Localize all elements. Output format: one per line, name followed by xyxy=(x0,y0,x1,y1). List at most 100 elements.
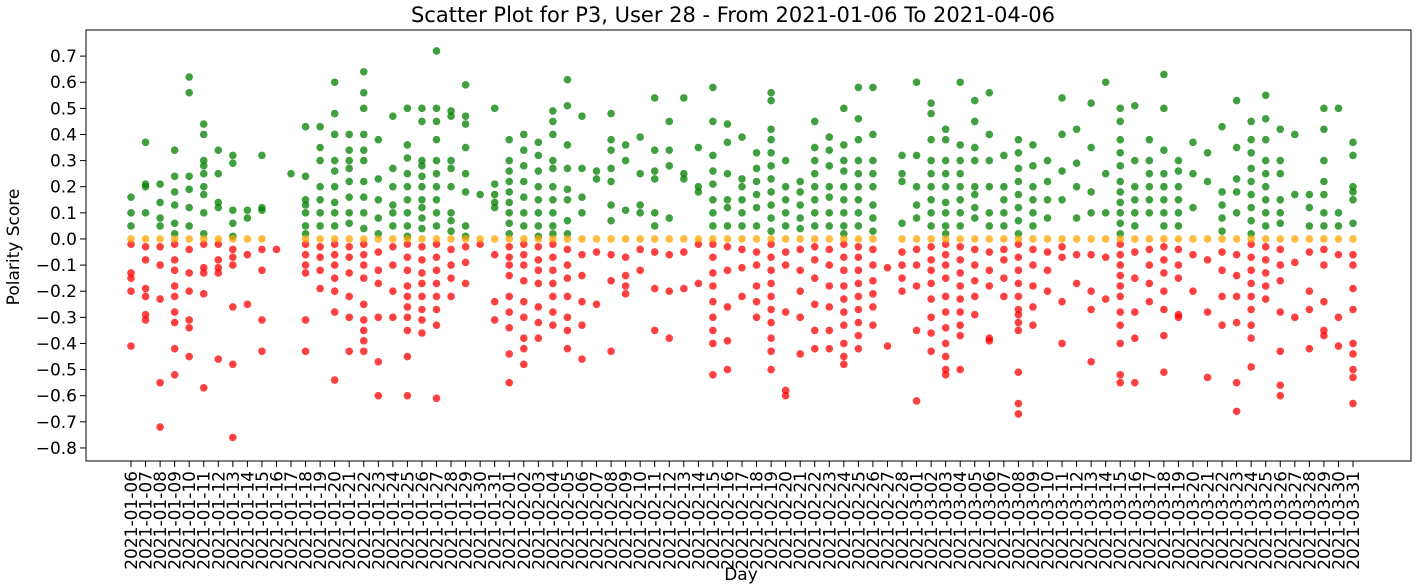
positive-point xyxy=(1145,156,1154,165)
positive-point xyxy=(185,203,193,212)
x-tick-label: 2021-02-05 xyxy=(558,471,578,570)
negative-point xyxy=(941,339,950,348)
x-tick-label: 2021-01-31 xyxy=(486,471,506,570)
negative-point xyxy=(1160,256,1168,264)
negative-point xyxy=(941,352,950,361)
negative-point xyxy=(359,337,368,345)
negative-point xyxy=(229,433,237,442)
negative-point xyxy=(156,378,164,387)
negative-point xyxy=(1014,368,1023,376)
negative-point xyxy=(927,243,935,251)
neutral-point xyxy=(1189,235,1197,243)
neutral-point xyxy=(374,235,383,243)
negative-point xyxy=(1160,287,1168,296)
positive-point xyxy=(752,222,761,230)
negative-point xyxy=(1087,287,1095,296)
negative-point xyxy=(592,300,601,309)
positive-point xyxy=(316,156,324,165)
positive-point xyxy=(549,130,557,139)
negative-point xyxy=(1276,308,1285,316)
negative-point xyxy=(883,342,892,350)
positive-point xyxy=(1087,188,1095,196)
negative-point xyxy=(607,250,615,259)
positive-point xyxy=(810,222,819,230)
positive-point xyxy=(549,164,557,173)
x-tick-label: 2021-02-07 xyxy=(588,471,608,570)
positive-point xyxy=(374,135,383,144)
positive-point xyxy=(534,195,543,204)
positive-point xyxy=(447,112,455,120)
x-tick-label: 2021-02-20 xyxy=(777,471,797,570)
negative-point xyxy=(229,303,237,311)
neutral-point xyxy=(1232,235,1241,243)
positive-point xyxy=(1145,182,1154,191)
positive-point xyxy=(418,172,426,181)
positive-point xyxy=(389,222,397,230)
x-tick-label: 2021-02-17 xyxy=(733,471,753,570)
neutral-point xyxy=(592,235,601,243)
x-tick-label: 2021-01-06 xyxy=(122,471,142,570)
negative-point xyxy=(1014,305,1023,314)
positive-point xyxy=(389,112,397,120)
negative-point xyxy=(985,248,994,256)
positive-point xyxy=(1276,219,1285,228)
negative-point xyxy=(170,308,179,316)
negative-point xyxy=(650,326,659,335)
positive-point xyxy=(505,219,514,228)
plot-area-frame xyxy=(85,29,1412,462)
negative-point xyxy=(1014,279,1023,288)
negative-point xyxy=(1291,258,1299,267)
positive-point xyxy=(1320,177,1328,186)
positive-point xyxy=(1116,117,1125,126)
negative-point xyxy=(1116,261,1125,269)
neutral-point xyxy=(549,235,557,243)
x-tick-label: 2021-01-08 xyxy=(151,471,171,570)
negative-point xyxy=(1130,308,1139,316)
y-tick-label: −0.8 xyxy=(36,439,77,459)
positive-point xyxy=(941,229,950,238)
negative-point xyxy=(418,256,426,264)
negative-point xyxy=(359,300,368,309)
positive-point xyxy=(301,222,310,230)
negative-point xyxy=(534,303,543,311)
negative-point xyxy=(374,313,383,322)
positive-point xyxy=(170,188,179,196)
positive-point xyxy=(418,195,426,204)
negative-point xyxy=(1130,248,1139,256)
y-tick-label: −0.6 xyxy=(36,387,77,407)
negative-point xyxy=(767,240,775,248)
positive-point xyxy=(301,122,310,131)
positive-point xyxy=(941,135,950,144)
negative-point xyxy=(912,282,921,290)
negative-point xyxy=(141,243,150,251)
negative-point xyxy=(869,245,877,254)
positive-point xyxy=(229,159,237,168)
positive-point xyxy=(898,177,906,186)
positive-point xyxy=(505,209,514,217)
positive-point xyxy=(1247,229,1255,238)
positive-point xyxy=(1261,115,1270,123)
negative-point xyxy=(505,323,514,332)
neutral-point xyxy=(621,235,630,243)
positive-point xyxy=(869,83,877,92)
negative-point xyxy=(956,243,965,251)
negative-point xyxy=(403,253,412,262)
negative-point xyxy=(127,269,135,277)
positive-point xyxy=(898,169,906,178)
positive-point xyxy=(621,156,630,165)
neutral-point xyxy=(389,235,397,243)
x-tick-label: 2021-02-10 xyxy=(631,471,651,570)
positive-point xyxy=(1101,78,1110,87)
x-tick-label: 2021-02-04 xyxy=(544,471,564,570)
negative-point xyxy=(403,292,412,301)
negative-point xyxy=(665,287,674,296)
neutral-point xyxy=(563,235,572,243)
negative-point xyxy=(418,269,426,277)
negative-point xyxy=(985,337,994,345)
neutral-point xyxy=(1043,235,1052,243)
negative-point xyxy=(258,245,266,254)
negative-point xyxy=(796,266,804,275)
negative-point xyxy=(694,240,703,248)
positive-point xyxy=(461,222,470,230)
positive-point xyxy=(461,112,470,120)
